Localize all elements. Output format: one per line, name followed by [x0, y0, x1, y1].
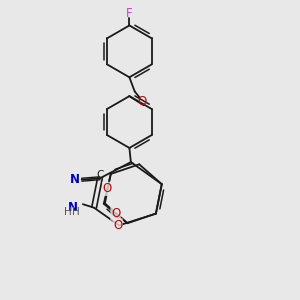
Text: O: O: [113, 219, 122, 232]
Text: H: H: [72, 207, 80, 218]
Text: H: H: [64, 207, 71, 218]
Text: O: O: [137, 94, 147, 108]
Text: C: C: [97, 170, 104, 180]
Text: F: F: [126, 7, 133, 20]
Text: O: O: [103, 182, 112, 195]
Text: O: O: [111, 207, 120, 220]
Text: N: N: [68, 201, 78, 214]
Text: N: N: [70, 173, 80, 186]
